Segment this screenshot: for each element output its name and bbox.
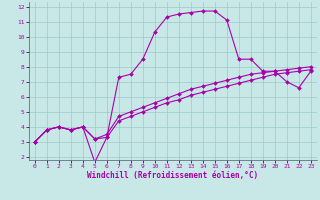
- X-axis label: Windchill (Refroidissement éolien,°C): Windchill (Refroidissement éolien,°C): [87, 171, 258, 180]
